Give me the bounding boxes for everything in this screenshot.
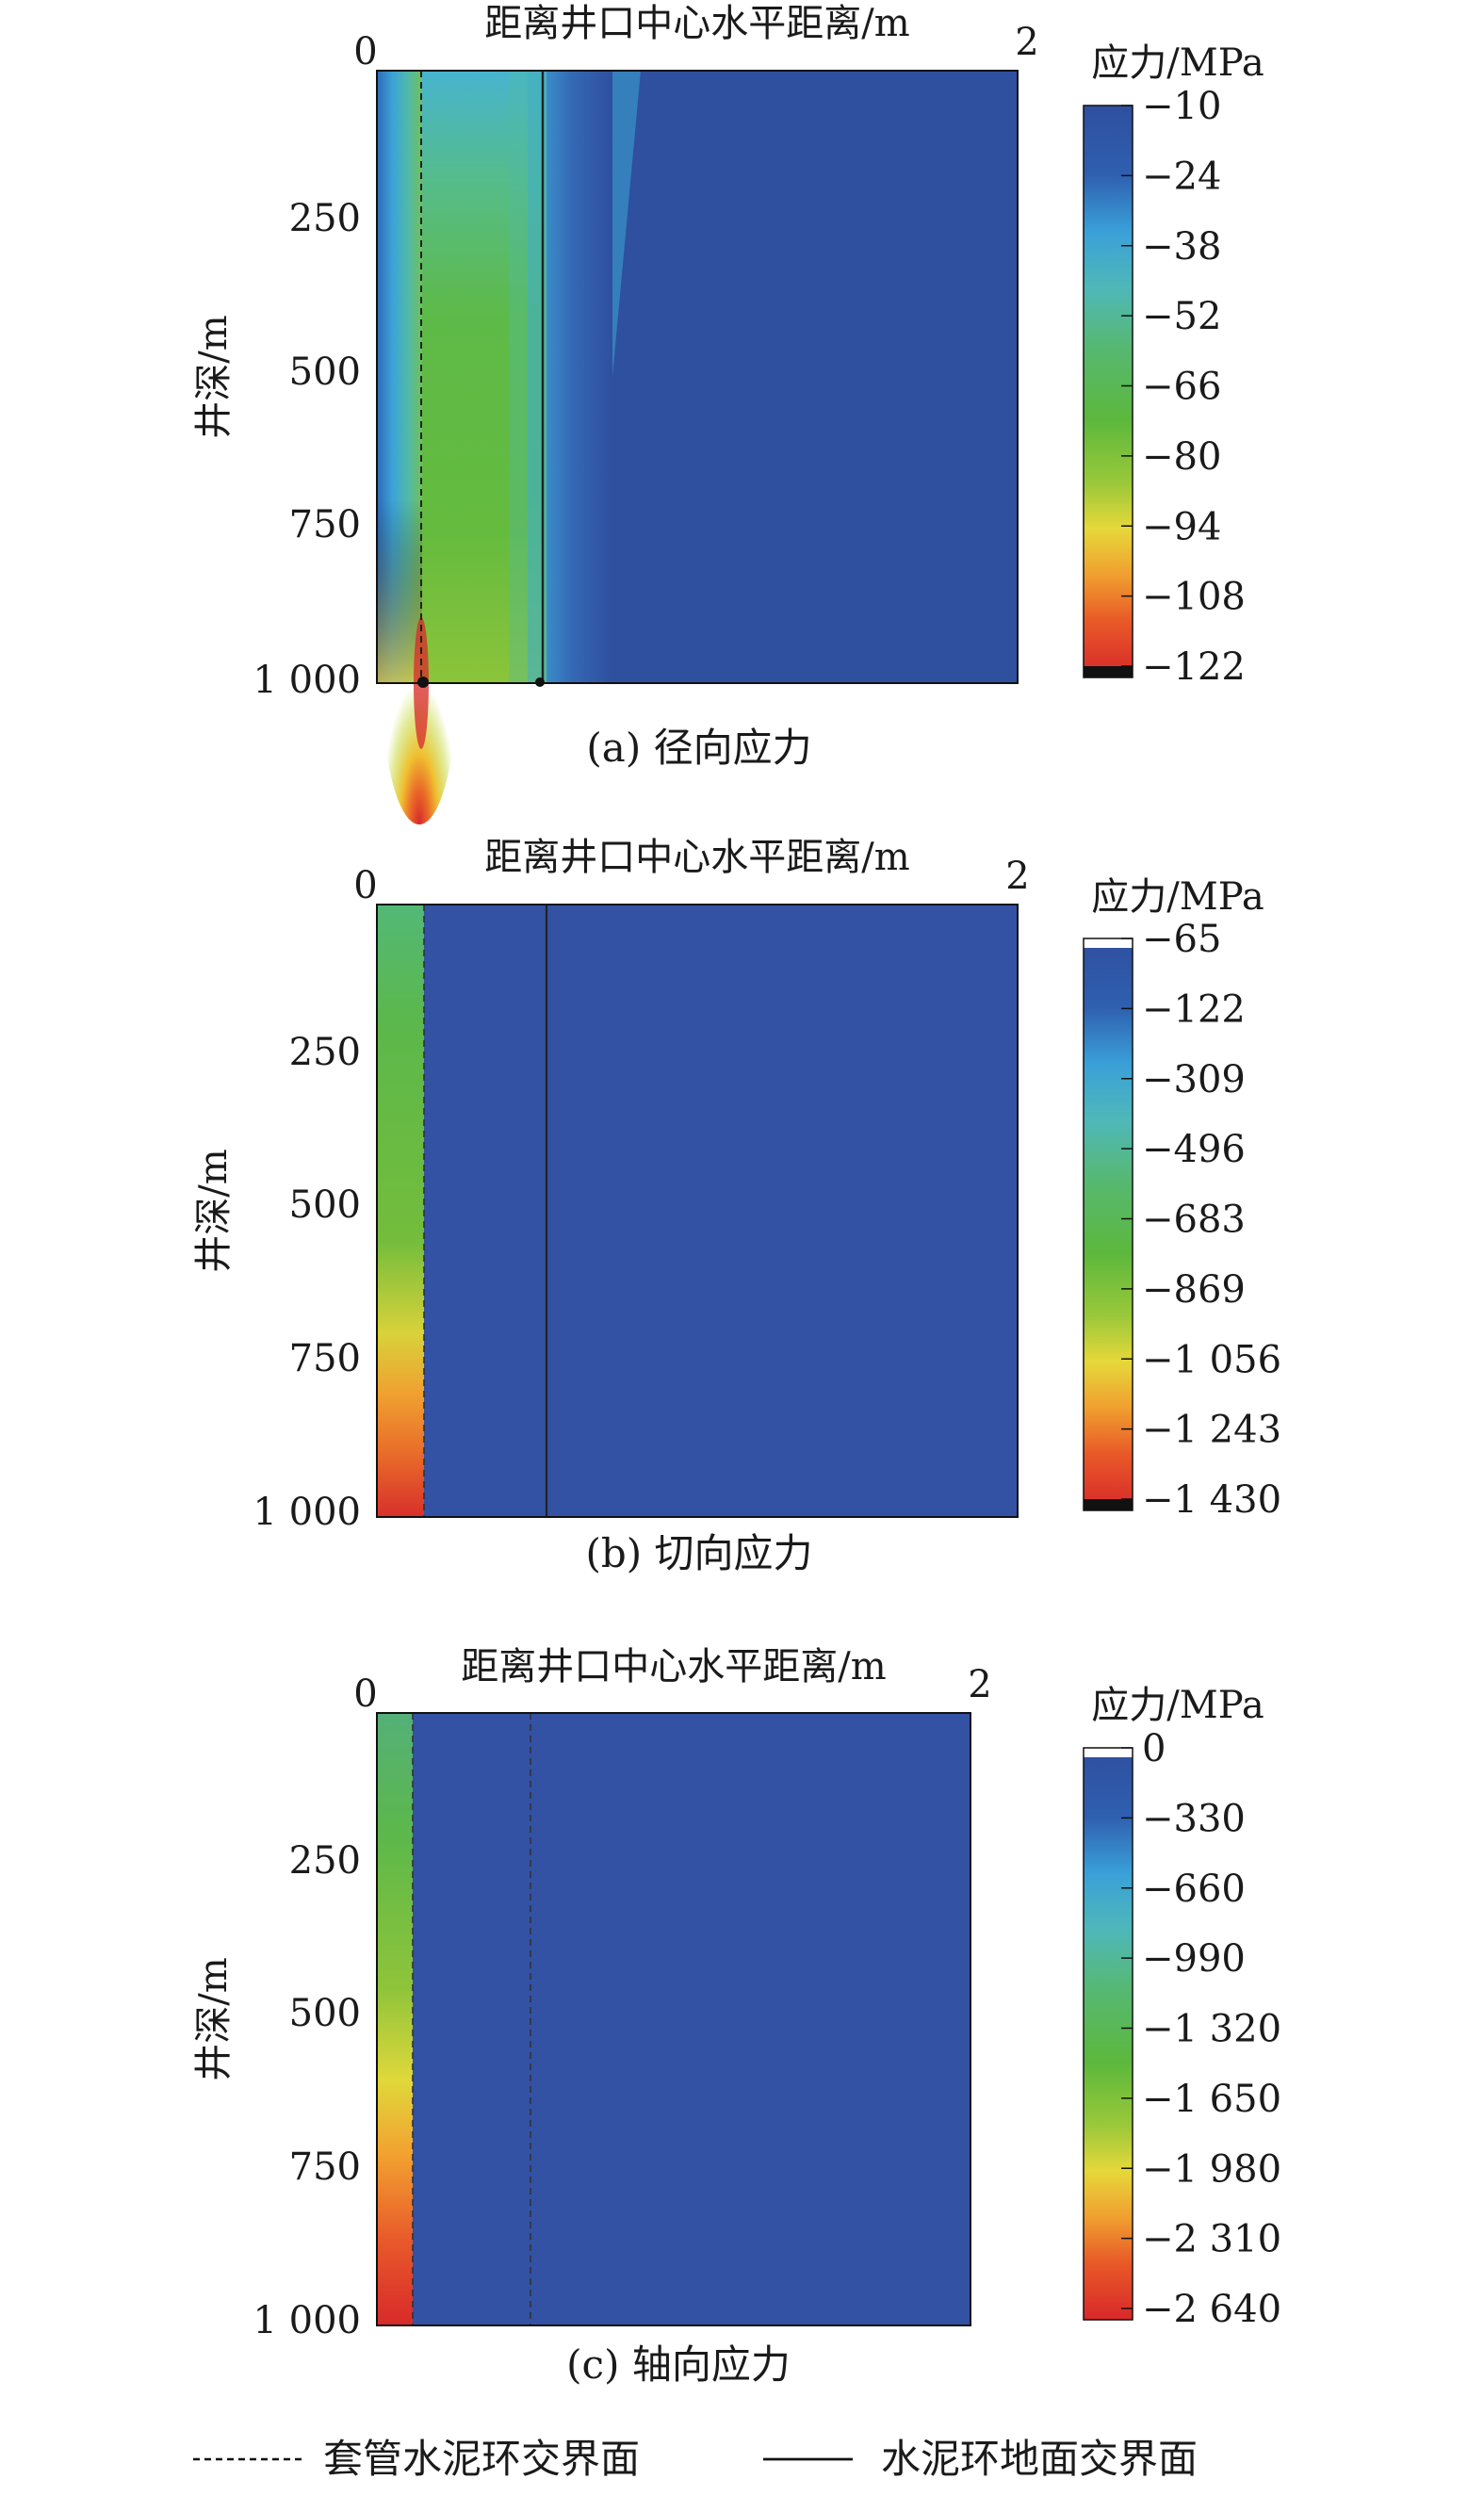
legend-dashed-label: 套管水泥环交界面 bbox=[323, 2436, 640, 2482]
x-label-b: 距离井口中心水平距离/m bbox=[484, 836, 909, 879]
y-tick-b-1: 250 bbox=[289, 1031, 361, 1074]
x-tick-b-1: 2 bbox=[1005, 855, 1029, 898]
colorbar-label-b-6: −1 056 bbox=[1142, 1338, 1281, 1381]
panel-c: 距离井口中心水平距离/m 0 2 250 500 750 1 000 井深/m … bbox=[192, 1645, 1281, 2388]
legend-solid-label: 水泥环地面交界面 bbox=[881, 2436, 1198, 2482]
colorbar-label-b-4: −683 bbox=[1142, 1199, 1246, 1242]
colorbar-label-a-4: −66 bbox=[1142, 366, 1221, 409]
y-ticks-c: 250 500 750 1 000 bbox=[253, 1839, 361, 2342]
colorbar-label-c-2: −660 bbox=[1142, 1868, 1246, 1911]
y-label-b: 井深/m bbox=[192, 1149, 236, 1272]
y-tick-b-2: 500 bbox=[289, 1183, 361, 1227]
colorbar-ticks-c: 0 −330 −660 −990 −1 320 −1 650 −1 980 −2 310 −2 … bbox=[1121, 1727, 1281, 2331]
y-tick-c-3: 750 bbox=[289, 2145, 361, 2189]
colorbar-label-b-7: −1 243 bbox=[1142, 1409, 1281, 1452]
colorbar-label-a-3: −52 bbox=[1142, 295, 1221, 338]
heatmap-c bbox=[376, 1712, 971, 2326]
y-tick-b-4: 1 000 bbox=[253, 1491, 361, 1534]
colorbar-c: 应力/MPa 0 −330 −660 −990 −1 320 −1 650 −1 980 −2… bbox=[1083, 1684, 1281, 2331]
colorbar-label-a-7: −108 bbox=[1142, 576, 1246, 619]
panel-a: 距离井口中心水平距离/m 0 2 250 500 750 1 000 井深/m … bbox=[192, 2, 1264, 824]
x-tick-c-1: 2 bbox=[968, 1663, 991, 1706]
x-label-c: 距离井口中心水平距离/m bbox=[461, 1645, 886, 1688]
x-tick-c-0: 0 bbox=[353, 1672, 377, 1716]
colorbar-b: 应力/MPa −65 −122 −309 −496 −683 −869 −1 056 −1 2… bbox=[1083, 875, 1281, 1522]
colorbar-label-a-5: −80 bbox=[1142, 435, 1221, 479]
subtitle-b: (b) 切向应力 bbox=[585, 1530, 812, 1576]
x-tick-b-0: 0 bbox=[353, 864, 377, 907]
colorbar-label-c-1: −330 bbox=[1142, 1797, 1246, 1840]
subtitle-a: (a) 径向应力 bbox=[586, 725, 811, 771]
colorbar-label-a-1: −24 bbox=[1142, 155, 1221, 198]
colorbar-label-a-0: −10 bbox=[1142, 85, 1221, 128]
colorbar-label-c-4: −1 320 bbox=[1142, 2008, 1281, 2051]
colorbar-label-c-6: −1 980 bbox=[1142, 2147, 1281, 2191]
y-tick-c-4: 1 000 bbox=[253, 2299, 361, 2342]
colorbar-label-b-8: −1 430 bbox=[1142, 1478, 1281, 1522]
y-ticks-a: 250 500 750 1 000 bbox=[253, 197, 361, 702]
y-tick-b-3: 750 bbox=[289, 1337, 361, 1380]
colorbar-label-c-5: −1 650 bbox=[1142, 2078, 1281, 2121]
y-tick-a-2: 500 bbox=[289, 351, 361, 394]
y-tick-c-1: 250 bbox=[289, 1839, 361, 1883]
y-label-c: 井深/m bbox=[192, 1957, 236, 2080]
y-tick-a-1: 250 bbox=[289, 197, 361, 240]
colorbar-ticks-b: −65 −122 −309 −496 −683 −869 −1 056 −1 243 −1 43… bbox=[1121, 918, 1281, 1522]
colorbar-title-c: 应力/MPa bbox=[1091, 1684, 1264, 1727]
y-label-a: 井深/m bbox=[192, 315, 236, 438]
heatmap-b bbox=[376, 904, 1019, 1518]
colorbar-label-a-6: −94 bbox=[1142, 505, 1221, 548]
line-legend: 套管水泥环交界面 水泥环地面交界面 bbox=[193, 2436, 1198, 2482]
subtitle-c: (c) 轴向应力 bbox=[566, 2341, 791, 2388]
colorbar-ticks-a: −10 −24 −38 −52 −66 −80 −94 −108 −122 bbox=[1121, 85, 1246, 689]
colorbar-label-b-5: −869 bbox=[1142, 1268, 1246, 1312]
y-tick-c-2: 500 bbox=[289, 1992, 361, 2035]
colorbar-label-a-2: −38 bbox=[1142, 225, 1221, 269]
x-label-a: 距离井口中心水平距离/m bbox=[484, 2, 909, 45]
y-tick-a-3: 750 bbox=[289, 503, 361, 546]
x-tick-a-0: 0 bbox=[353, 30, 377, 73]
colorbar-label-b-3: −496 bbox=[1142, 1128, 1246, 1171]
colorbar-label-c-0: 0 bbox=[1142, 1727, 1166, 1770]
colorbar-label-b-0: −65 bbox=[1142, 918, 1221, 961]
colorbar-label-a-8: −122 bbox=[1142, 645, 1246, 689]
colorbar-title-b: 应力/MPa bbox=[1091, 875, 1264, 919]
colorbar-label-c-8: −2 640 bbox=[1142, 2288, 1281, 2331]
colorbar-label-b-2: −309 bbox=[1142, 1058, 1246, 1101]
colorbar-title-a: 应力/MPa bbox=[1091, 41, 1264, 85]
colorbar-label-c-3: −990 bbox=[1142, 1937, 1246, 1981]
y-tick-a-4: 1 000 bbox=[253, 659, 361, 702]
panel-b: 距离井口中心水平距离/m 0 2 250 500 750 1 000 井深/m … bbox=[192, 836, 1281, 1576]
x-tick-a-1: 2 bbox=[1015, 21, 1038, 64]
heatmap-a bbox=[376, 70, 1019, 824]
colorbar-label-b-1: −122 bbox=[1142, 987, 1246, 1031]
colorbar-label-c-7: −2 310 bbox=[1142, 2218, 1281, 2261]
colorbar-a: 应力/MPa −10 −24 −38 −52 −66 −80 −94 −108 −122 bbox=[1083, 41, 1264, 689]
y-ticks-b: 250 500 750 1 000 bbox=[253, 1031, 361, 1534]
